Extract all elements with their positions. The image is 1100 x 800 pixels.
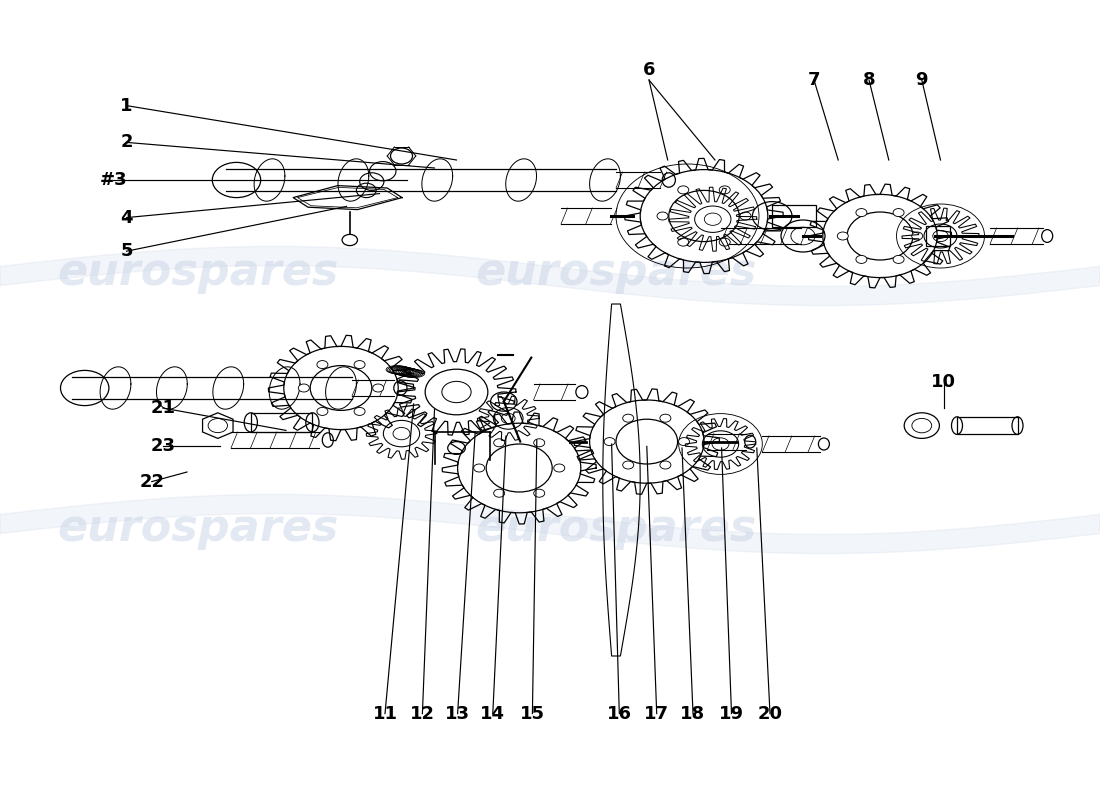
Text: eurospares: eurospares: [475, 250, 757, 294]
Circle shape: [912, 232, 923, 240]
Text: 14: 14: [481, 705, 505, 722]
Circle shape: [623, 414, 634, 422]
Text: 12: 12: [410, 705, 435, 722]
Circle shape: [660, 414, 671, 422]
Text: 4: 4: [120, 209, 133, 226]
Bar: [251, 413, 312, 432]
Text: 6: 6: [642, 62, 656, 79]
Circle shape: [534, 438, 544, 446]
Circle shape: [553, 464, 564, 472]
Text: eurospares: eurospares: [475, 506, 757, 550]
Text: 17: 17: [645, 705, 669, 722]
Text: 23: 23: [151, 437, 175, 454]
Circle shape: [678, 238, 689, 246]
Text: 10: 10: [932, 374, 956, 391]
Circle shape: [298, 384, 309, 392]
Circle shape: [740, 212, 751, 220]
Text: 15: 15: [520, 705, 544, 722]
Text: 1: 1: [120, 97, 133, 114]
Circle shape: [354, 361, 365, 369]
Text: eurospares: eurospares: [57, 250, 339, 294]
Circle shape: [893, 255, 904, 263]
Text: 7: 7: [807, 71, 821, 89]
Circle shape: [354, 407, 365, 415]
Circle shape: [893, 209, 904, 217]
Circle shape: [856, 255, 867, 263]
Circle shape: [494, 490, 505, 498]
Text: 19: 19: [719, 705, 744, 722]
Circle shape: [494, 438, 505, 446]
Text: 20: 20: [758, 705, 782, 722]
Circle shape: [373, 384, 384, 392]
Circle shape: [678, 186, 689, 194]
Text: eurospares: eurospares: [57, 506, 339, 550]
Bar: [957, 417, 1018, 434]
Text: 13: 13: [446, 705, 470, 722]
Circle shape: [474, 464, 485, 472]
Bar: [772, 205, 816, 227]
Circle shape: [660, 461, 671, 469]
Text: 22: 22: [140, 473, 164, 490]
Circle shape: [719, 238, 730, 246]
Bar: [926, 226, 950, 246]
Text: 21: 21: [151, 399, 175, 417]
Text: 8: 8: [862, 71, 876, 89]
Text: 18: 18: [681, 705, 705, 722]
Text: 16: 16: [607, 705, 631, 722]
Text: 11: 11: [373, 705, 397, 722]
Circle shape: [657, 212, 668, 220]
Text: 2: 2: [120, 134, 133, 151]
Text: 5: 5: [120, 242, 133, 260]
Circle shape: [317, 407, 328, 415]
Circle shape: [623, 461, 634, 469]
Circle shape: [604, 438, 615, 446]
Text: #3: #3: [99, 171, 128, 189]
Circle shape: [837, 232, 848, 240]
Text: 9: 9: [915, 71, 928, 89]
Circle shape: [719, 186, 730, 194]
Circle shape: [534, 490, 544, 498]
Circle shape: [856, 209, 867, 217]
Circle shape: [679, 438, 690, 446]
Circle shape: [317, 361, 328, 369]
